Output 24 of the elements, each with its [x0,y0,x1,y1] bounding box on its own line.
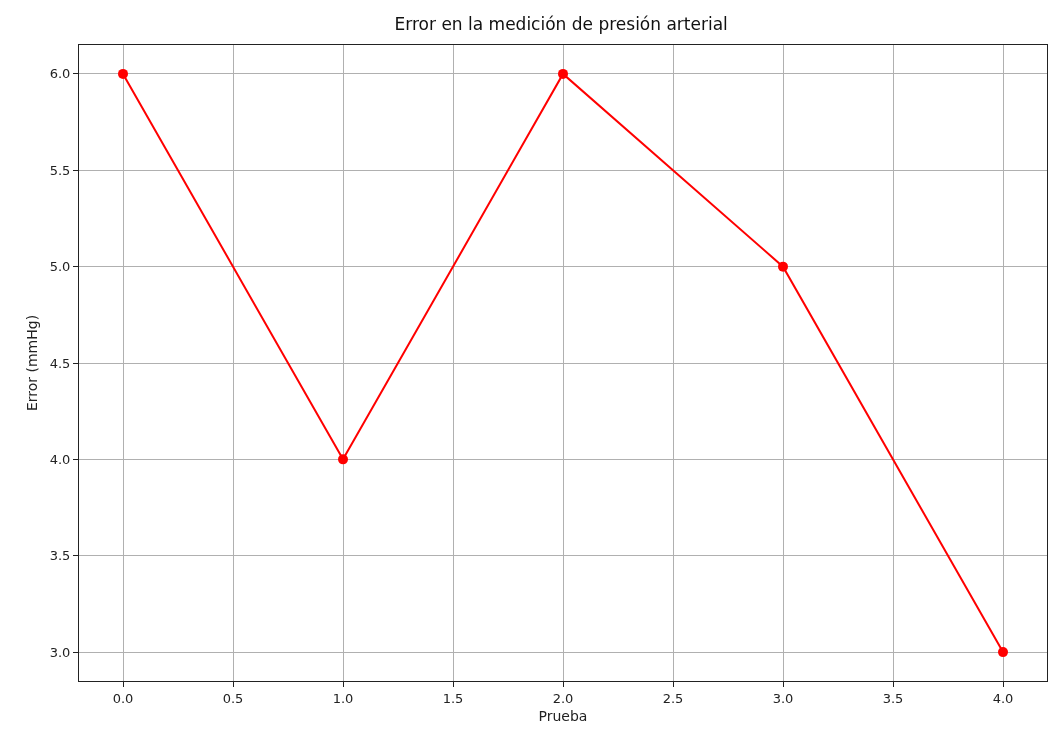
y-tick-label: 5.0 [49,259,71,275]
y-tick-label: 4.5 [49,355,71,371]
point [778,261,788,272]
y-tick-label: 4.0 [49,451,71,467]
y-tick-label: 3.5 [49,548,71,564]
point [998,647,1008,658]
x-tick-label: 0.0 [112,690,134,706]
chart-title: Error en la medición de presión arterial [394,14,728,35]
x-tick-label: 3.5 [882,690,904,706]
y-tick-label: 3.0 [49,644,71,660]
x-tick-label: 0.5 [222,690,244,706]
point [558,68,568,79]
x-tick-label: 1.5 [442,690,464,706]
point [118,68,128,79]
x-axis-title: Prueba [538,707,588,724]
x-tick-label: 3.0 [772,690,794,706]
x-tick-label: 4.0 [992,690,1014,706]
y-tick-label: 5.5 [49,162,71,178]
y-axis-title: Error (mmHg) [24,314,41,412]
x-tick-label: 2.0 [552,690,574,706]
point [338,454,348,465]
x-tick-label: 2.5 [662,690,684,706]
x-tick-label: 1.0 [332,690,354,706]
y-tick-label: 6.0 [49,66,71,82]
